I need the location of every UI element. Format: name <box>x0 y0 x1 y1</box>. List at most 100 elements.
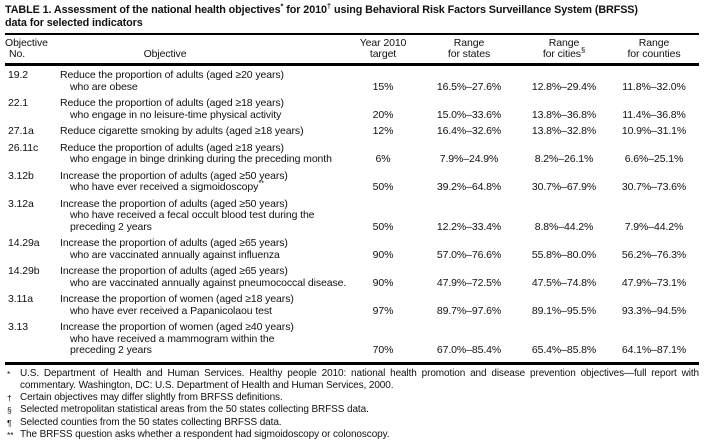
table-row: 27.1a Reduce cigarette smoking by adults… <box>5 126 699 143</box>
objective-no: 3.12a <box>5 199 53 239</box>
footnote-text: The BRFSS question asks whether a respon… <box>20 429 699 441</box>
states-range: 89.7%–97.6% <box>419 294 519 322</box>
objective-line: who have ever received a Papanicolaou te… <box>60 306 347 318</box>
cities-range: 30.7%–67.9% <box>519 171 609 199</box>
states-range: 16.5%–27.6% <box>419 65 519 99</box>
header-line: target <box>347 49 419 60</box>
header-row: Objective No. Objective Year 2010 target… <box>5 34 699 65</box>
target-value: 50% <box>347 171 419 199</box>
col-header-target: Year 2010 target <box>347 34 419 65</box>
col-header-objective-no: Objective No. <box>5 34 53 65</box>
objective-text: Reduce the proportion of adults (aged ≥2… <box>53 65 347 99</box>
col-header-range-counties: Range for counties <box>609 34 699 65</box>
table-row: 26.11c Reduce the proportion of adults (… <box>5 143 699 171</box>
table-row: 3.12a Increase the proportion of adults … <box>5 199 699 239</box>
footnote-text: Selected metropolitan statistical areas … <box>20 404 699 416</box>
table-row: 3.11a Increase the proportion of women (… <box>5 294 699 322</box>
states-range: 67.0%–85.4% <box>419 322 519 363</box>
footnote-marker-section: § <box>581 46 585 55</box>
footnote-marker-pilcrow: ¶ <box>5 417 20 428</box>
title-text: for 2010 <box>283 4 327 16</box>
table-row: 19.2 Reduce the proportion of adults (ag… <box>5 65 699 99</box>
cities-range: 65.4%–85.8% <box>519 322 609 363</box>
table-title-line2: data for selected indicators <box>5 17 699 30</box>
objective-no: 27.1a <box>5 126 53 143</box>
table-row: 3.12b Increase the proportion of adults … <box>5 171 699 199</box>
footnote-text: Selected counties from the 50 states col… <box>20 417 699 429</box>
target-value: 97% <box>347 294 419 322</box>
cities-range: 55.8%–80.0% <box>519 238 609 266</box>
objective-line: Reduce cigarette smoking by adults (aged… <box>60 126 347 138</box>
objective-line: who engage in binge drinking during the … <box>60 154 347 166</box>
target-value: 20% <box>347 98 419 126</box>
cities-range: 13.8%–36.8% <box>519 98 609 126</box>
objective-line: who have received a fecal occult blood t… <box>60 210 347 222</box>
objective-no: 14.29a <box>5 238 53 266</box>
objective-no: 3.12b <box>5 171 53 199</box>
header-line: for cities§ <box>519 49 609 60</box>
cities-range: 13.8%–32.8% <box>519 126 609 143</box>
footnotes: * U.S. Department of Health and Human Se… <box>5 368 699 441</box>
target-value: 12% <box>347 126 419 143</box>
counties-range: 6.6%–25.1% <box>609 143 699 171</box>
footnote-marker-asterisk: * <box>5 368 20 379</box>
header-line: for counties <box>609 49 699 60</box>
objective-no: 26.11c <box>5 143 53 171</box>
counties-range: 64.1%–87.1% <box>609 322 699 363</box>
counties-range: 11.8%–32.0% <box>609 65 699 99</box>
cities-range: 8.8%–44.2% <box>519 199 609 239</box>
footnote-marker-double-asterisk: ** <box>5 429 20 440</box>
table-body: 19.2 Reduce the proportion of adults (ag… <box>5 65 699 364</box>
footnote-text: U.S. Department of Health and Human Serv… <box>20 368 699 393</box>
objective-line: Increase the proportion of adults (aged … <box>60 238 347 250</box>
states-range: 47.9%–72.5% <box>419 266 519 294</box>
objective-line: Increase the proportion of adults (aged … <box>60 266 347 278</box>
objective-line: Increase the proportion of women (aged ≥… <box>60 322 347 334</box>
table-title: TABLE 1. Assessment of the national heal… <box>5 4 699 30</box>
title-text: TABLE 1. Assessment of the national heal… <box>5 4 280 16</box>
counties-range: 10.9%–31.1% <box>609 126 699 143</box>
target-value: 6% <box>347 143 419 171</box>
footnote-marker-double-asterisk: ** <box>258 179 264 188</box>
col-header-range-states: Range for states <box>419 34 519 65</box>
title-text: using Behavioral Risk Factors Surveillan… <box>331 4 638 16</box>
cities-range: 47.5%–74.8% <box>519 266 609 294</box>
footnote-marker-section: § <box>5 404 20 415</box>
header-line: for states <box>419 49 519 60</box>
cities-range: 12.8%–29.4% <box>519 65 609 99</box>
footnote: § Selected metropolitan statistical area… <box>5 404 699 416</box>
footnote: ** The BRFSS question asks whether a res… <box>5 429 699 441</box>
objective-line: who have ever received a sigmoidoscopy** <box>60 182 347 194</box>
table-title-line1: TABLE 1. Assessment of the national heal… <box>5 4 699 17</box>
states-range: 12.2%–33.4% <box>419 199 519 239</box>
objective-line: Increase the proportion of women (aged ≥… <box>60 294 347 306</box>
states-range: 39.2%–64.8% <box>419 171 519 199</box>
objective-no: 3.13 <box>5 322 53 363</box>
states-range: 7.9%–24.9% <box>419 143 519 171</box>
target-value: 90% <box>347 238 419 266</box>
footnote: * U.S. Department of Health and Human Se… <box>5 368 699 393</box>
states-range: 16.4%–32.6% <box>419 126 519 143</box>
objective-text: Reduce cigarette smoking by adults (aged… <box>53 126 347 143</box>
footnote: ¶ Selected counties from the 50 states c… <box>5 417 699 429</box>
counties-range: 30.7%–73.6% <box>609 171 699 199</box>
cities-range: 89.1%–95.5% <box>519 294 609 322</box>
col-header-range-cities: Range for cities§ <box>519 34 609 65</box>
table-row: 3.13 Increase the proportion of women (a… <box>5 322 699 363</box>
target-value: 90% <box>347 266 419 294</box>
objective-text: Reduce the proportion of adults (aged ≥1… <box>53 143 347 171</box>
target-value: 70% <box>347 322 419 363</box>
objective-text: Increase the proportion of women (aged ≥… <box>53 322 347 363</box>
target-value: 50% <box>347 199 419 239</box>
states-range: 57.0%–76.6% <box>419 238 519 266</box>
objective-no: 14.29b <box>5 266 53 294</box>
table-row: 14.29b Increase the proportion of adults… <box>5 266 699 294</box>
objective-no: 22.1 <box>5 98 53 126</box>
header-text: for cities <box>543 48 581 60</box>
objective-line: who are vaccinated annually against infl… <box>60 250 347 262</box>
objective-line: who are obese <box>60 82 347 94</box>
counties-range: 7.9%–44.2% <box>609 199 699 239</box>
target-value: 15% <box>347 65 419 99</box>
counties-range: 47.9%–73.1% <box>609 266 699 294</box>
col-header-objective: Objective <box>53 34 347 65</box>
